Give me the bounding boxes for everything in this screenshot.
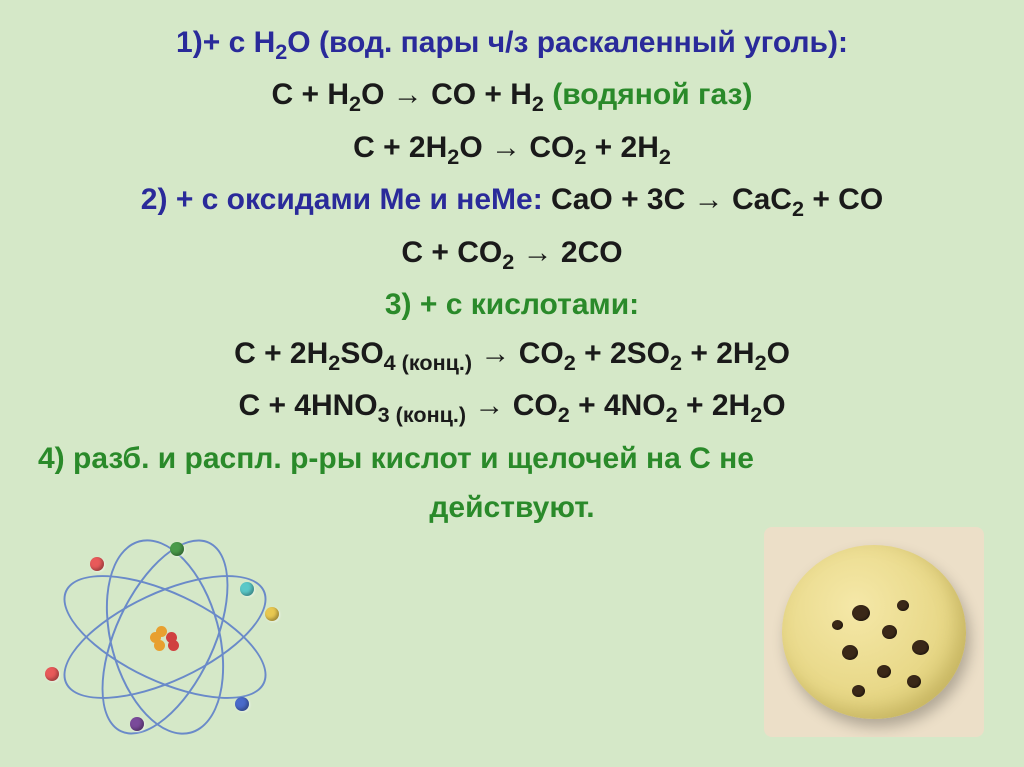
item-number: 3) — [385, 288, 420, 321]
equation-4: C + 2H2SO4 (конц.) → CO2 + 2SO2 + 2H2O — [30, 331, 994, 379]
heading-2: 2) + с оксидами Ме и неМе: CaO + 3C → Ca… — [30, 177, 994, 225]
electron — [240, 582, 254, 596]
item-number: 4) — [38, 442, 73, 475]
heading-1: 1)+ с H2O (вод. пары ч/з раскаленный уго… — [30, 20, 994, 68]
slide-content: 1)+ с H2O (вод. пары ч/з раскаленный уго… — [30, 20, 994, 530]
equation-2: C + 2H2O → CO2 + 2H2 — [30, 125, 994, 173]
electron — [235, 697, 249, 711]
equation-1: C + H2O → CO + H2 (водяной газ) — [30, 72, 994, 120]
heading-text: + с кислотами: — [420, 288, 639, 321]
heading-3: 3) + с кислотами: — [30, 282, 994, 327]
heading-text: + с H2O (вод. пары ч/з раскаленный уголь… — [203, 26, 848, 59]
electron — [90, 557, 104, 571]
heading-4: 4) разб. и распл. р-ры кислот и щелочей … — [30, 436, 994, 481]
equation-5: C + 4HNO3 (конц.) → CO2 + 4NO2 + 2H2O — [30, 383, 994, 431]
equation-3: C + CO2 → 2CO — [30, 230, 994, 278]
electron — [130, 717, 144, 731]
image-row — [0, 527, 1024, 737]
equation-note: (водяной газ) — [544, 78, 753, 111]
plum-pudding-photo — [764, 527, 984, 737]
equation-inline: CaO + 3C → CaC2 + CO — [551, 183, 883, 216]
item-number: 1) — [176, 26, 203, 59]
atom-model-diagram — [40, 537, 290, 737]
nucleus — [148, 622, 182, 656]
cookie-sphere — [782, 545, 966, 719]
heading-text: разб. и распл. р-ры кислот и щелочей на … — [73, 442, 754, 475]
electron — [170, 542, 184, 556]
electron — [265, 607, 279, 621]
heading-4-cont: действуют. — [30, 485, 994, 530]
electron — [45, 667, 59, 681]
item-number: 2) — [141, 183, 176, 216]
heading-text: + с оксидами Ме и неМе: — [176, 183, 551, 216]
